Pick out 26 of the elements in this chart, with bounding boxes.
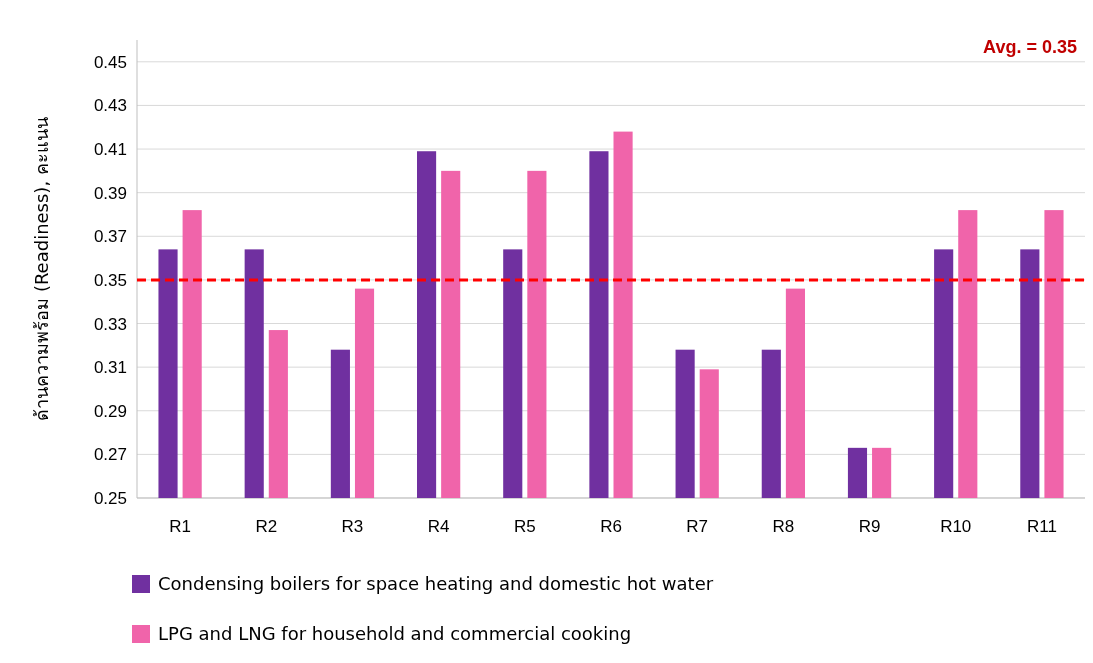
x-tick-label: R7	[686, 517, 709, 536]
y-tick-label: 0.35	[93, 270, 127, 290]
y-tick-label: 0.39	[93, 183, 127, 203]
legend-label: Condensing boilers for space heating and domestic hot water	[158, 573, 714, 594]
x-tick-label: R1	[169, 517, 191, 536]
y-tick-label: 0.31	[93, 358, 127, 378]
y-tick-label: 0.43	[93, 96, 127, 116]
y-axis-title: ด้านความพร้อม (Readiness), คะแนน	[31, 117, 52, 421]
x-tick-label: R4	[427, 517, 450, 536]
annotation: Avg. = 0.35	[983, 37, 1077, 57]
x-tick-label: R9	[858, 517, 881, 536]
y-tick-label: 0.37	[93, 227, 127, 247]
x-tick-label: R5	[513, 517, 536, 536]
x-tick-label: R2	[255, 517, 278, 536]
y-tick-label: 0.27	[93, 445, 127, 465]
y-tick-label: 0.33	[93, 314, 127, 334]
y-tick-label: 0.25	[93, 489, 127, 508]
y-tick-label: 0.41	[93, 140, 127, 160]
x-tick-label: R6	[600, 517, 622, 536]
x-tick-label: R8	[772, 517, 795, 536]
x-tick-label: R11	[1026, 517, 1057, 536]
x-tick-label: R10	[940, 517, 972, 536]
y-tick-label: 0.45	[93, 52, 127, 72]
y-tick-label: 0.29	[93, 401, 127, 421]
legend-label: LPG and LNG for household and commercial cooking	[158, 623, 632, 644]
x-tick-label: R3	[341, 517, 364, 536]
